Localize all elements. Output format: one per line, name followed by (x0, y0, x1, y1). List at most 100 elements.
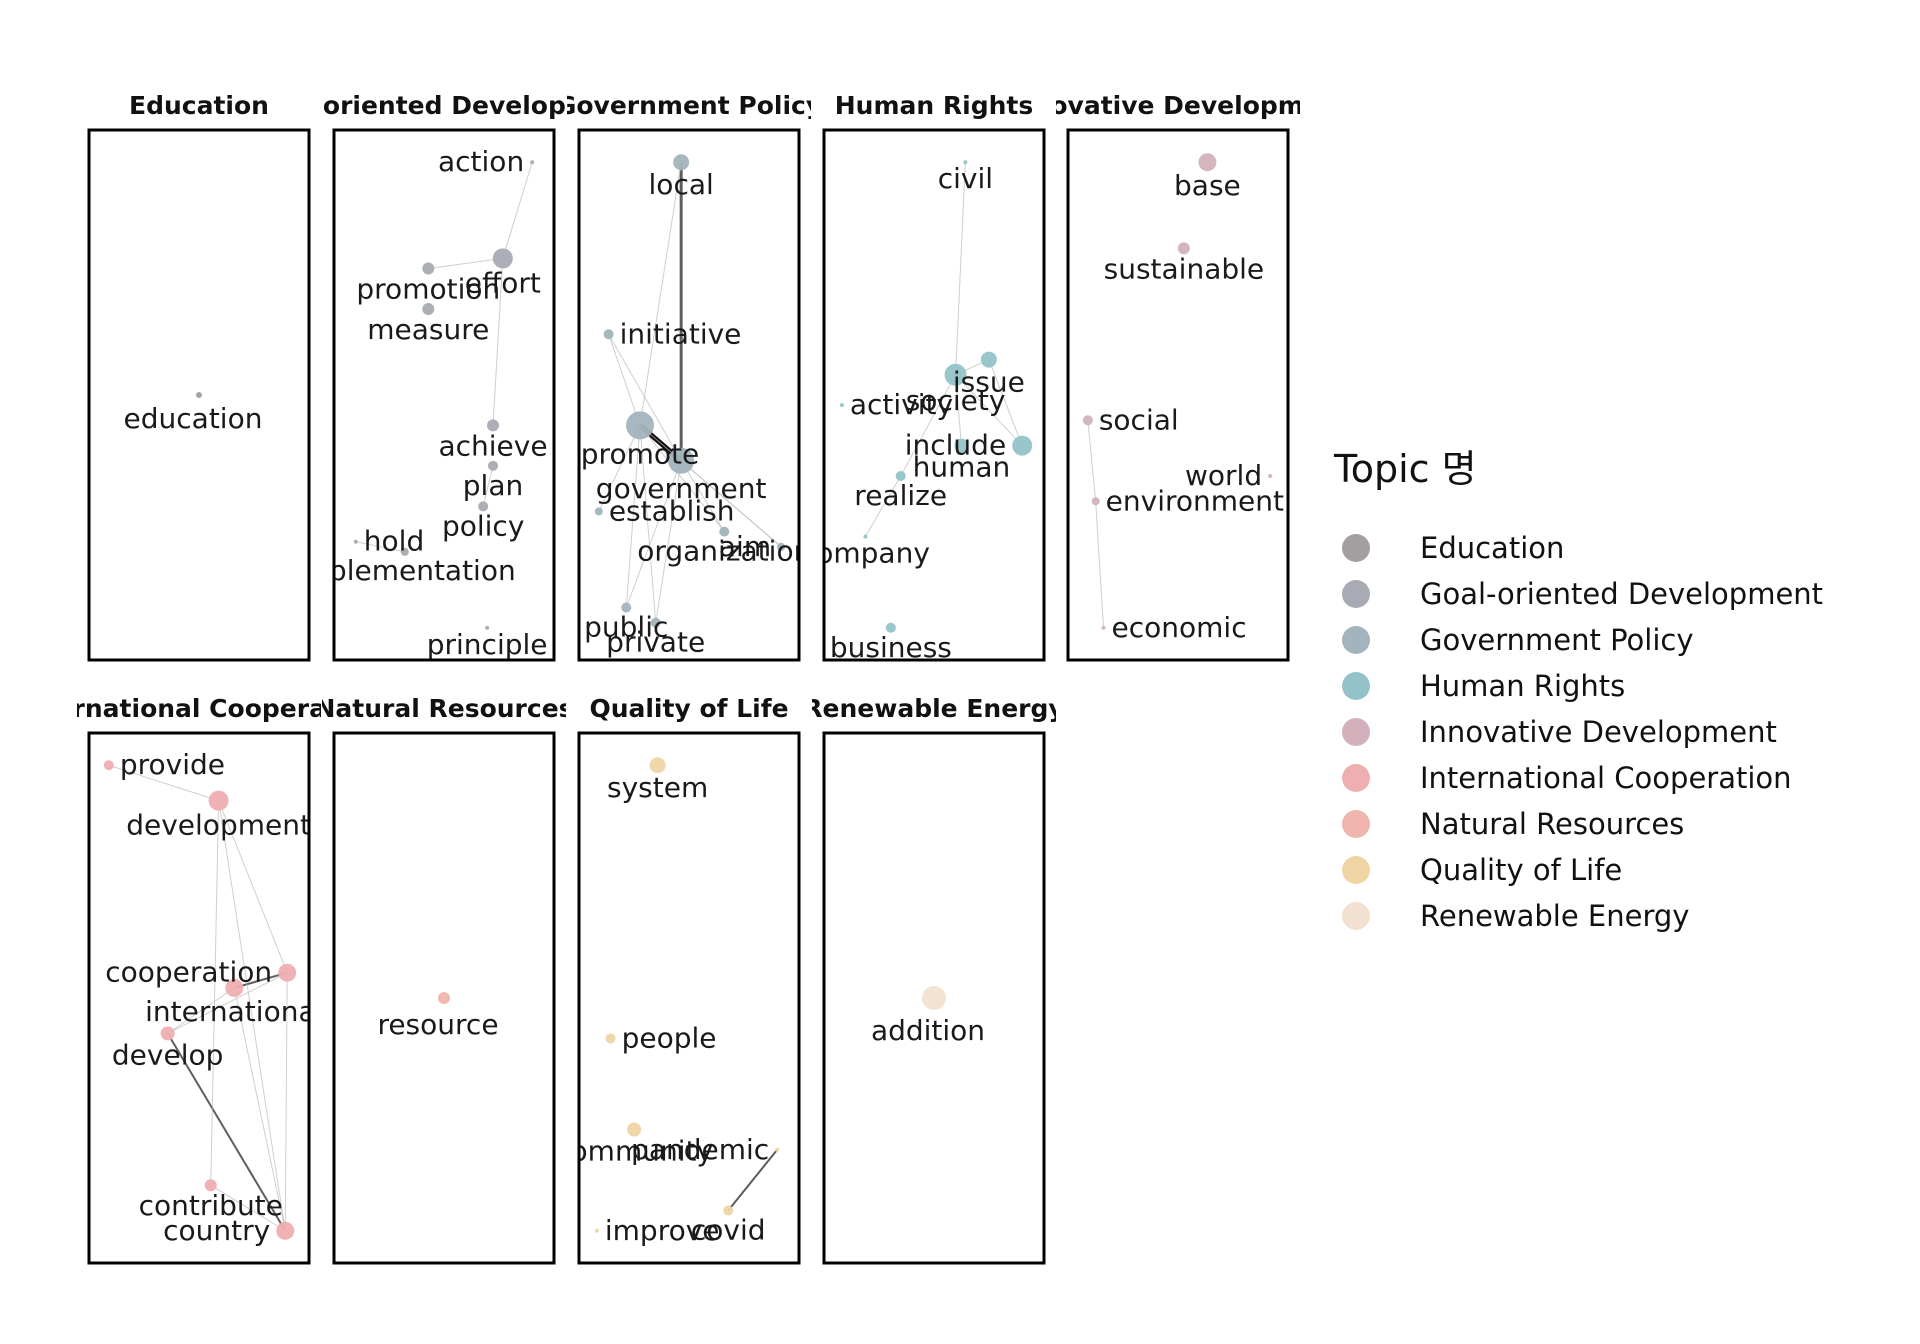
edge-cooperation-country (284, 972, 288, 1231)
panel-border (577, 128, 801, 662)
node-label-achieve: achieve (438, 429, 547, 462)
edge-society-realize (900, 374, 956, 477)
node-label-aim: aim (719, 530, 771, 563)
node-issue (980, 351, 997, 368)
legend-label: Natural Resources (1420, 807, 1684, 841)
legend-item-international-cooperation: International Cooperation (1342, 761, 1792, 795)
node-action (530, 160, 535, 165)
legend-label: Quality of Life (1420, 853, 1622, 887)
node-label-civil: civil (938, 162, 993, 195)
legend-items: Education Goal-oriented Development Govern… (1342, 531, 1823, 933)
node-label-contribute: contribute (139, 1189, 283, 1222)
nodes (1082, 153, 1273, 630)
node-resource (438, 992, 450, 1004)
node-label-government: government (596, 472, 767, 505)
node-label-covid: covid (691, 1214, 766, 1247)
node-system (649, 757, 666, 774)
node-label-promote: promote (581, 437, 699, 470)
node-labels: education (124, 402, 263, 435)
edge-society-human (955, 374, 962, 446)
node-label-country: country (163, 1214, 270, 1247)
legend-label: International Cooperation (1420, 761, 1792, 795)
edge-effort-achieve (492, 258, 504, 426)
panel-innovative-development: Innovative Development base sustainable soc… (1005, 91, 1350, 662)
node-covid (723, 1205, 734, 1216)
edge-pandemic-covid (727, 1149, 778, 1212)
edge-develop-international (167, 987, 235, 1034)
node-labels: resource (377, 1008, 498, 1041)
edge-civil-society (955, 162, 966, 375)
legend-swatch (1342, 856, 1370, 884)
panel-border (1066, 128, 1290, 662)
legend-swatch (1342, 580, 1370, 608)
node-country (276, 1221, 295, 1240)
node-label-community: community (555, 1135, 713, 1168)
node-label-activity: activity (850, 388, 953, 421)
legend-item-government-policy: Government Policy (1342, 623, 1694, 657)
node-develop (160, 1026, 175, 1041)
node-label-business: business (830, 631, 952, 664)
nodes (103, 760, 297, 1240)
node-environment (1091, 497, 1100, 506)
node-label-local: local (649, 168, 714, 201)
node-public (621, 602, 632, 613)
nodes (594, 757, 780, 1233)
edge-realize-company (864, 475, 902, 537)
node-achieve (487, 419, 499, 432)
panel-border (822, 731, 1046, 1265)
node-label-sustainable: sustainable (1104, 252, 1265, 285)
panel-title: Innovative Development (1005, 91, 1350, 120)
edge-develop-cooperation (167, 972, 288, 1034)
edge-development-cooperation (218, 800, 288, 973)
node-people (605, 1033, 616, 1044)
node-label-improve: improve (605, 1214, 720, 1247)
node-sustainable (1177, 242, 1190, 255)
node-label-organization: organization (637, 535, 811, 568)
panel-natural-resources: Natural Resources resource (322, 694, 566, 1265)
panel-international-cooperation: International Cooperation provide developm… (77, 694, 321, 1265)
edges (1087, 420, 1105, 628)
node-label-promotion: promotion (356, 273, 500, 306)
node-label-society: society (906, 384, 1006, 417)
node-civil (963, 160, 968, 165)
node-label-human: human (913, 451, 1011, 484)
legend-item-quality-of-life: Quality of Life (1342, 853, 1622, 887)
node-label-public: public (584, 611, 668, 644)
legend-item-natural-resources: Natural Resources (1342, 807, 1684, 841)
edge-government-aim (680, 460, 782, 548)
panel-title: Education (129, 91, 269, 120)
node-principle (485, 625, 490, 630)
node-pandemic (775, 1147, 780, 1152)
node-label-implementation: implementation (294, 554, 516, 587)
node-initiative (603, 329, 614, 340)
panel-renewable-energy: Renewable Energy addition (803, 694, 1064, 1265)
node-promote (626, 411, 654, 440)
node-cooperation (278, 963, 297, 982)
edge-issue-include (988, 359, 1023, 446)
edges (355, 162, 533, 553)
node-label-people: people (622, 1021, 717, 1054)
node-provide (103, 760, 114, 771)
panel-title: Renewable Energy (803, 694, 1064, 723)
edge-government-private (655, 460, 682, 623)
edge-promote-establish (598, 425, 641, 512)
edge-develop-country (166, 1032, 287, 1232)
edge-environment-economic (1095, 501, 1105, 628)
panel-border (822, 128, 1046, 662)
legend-swatch (1342, 534, 1370, 562)
panel-border (332, 128, 556, 662)
node-label-action: action (438, 145, 524, 178)
node-measure (422, 302, 435, 315)
edge-plan-policy (482, 465, 494, 507)
legend-swatch (1342, 672, 1370, 700)
panel-title: Quality of Life (589, 694, 788, 723)
node-label-hold: hold (364, 525, 424, 558)
edge-development-contribute (210, 800, 220, 1186)
